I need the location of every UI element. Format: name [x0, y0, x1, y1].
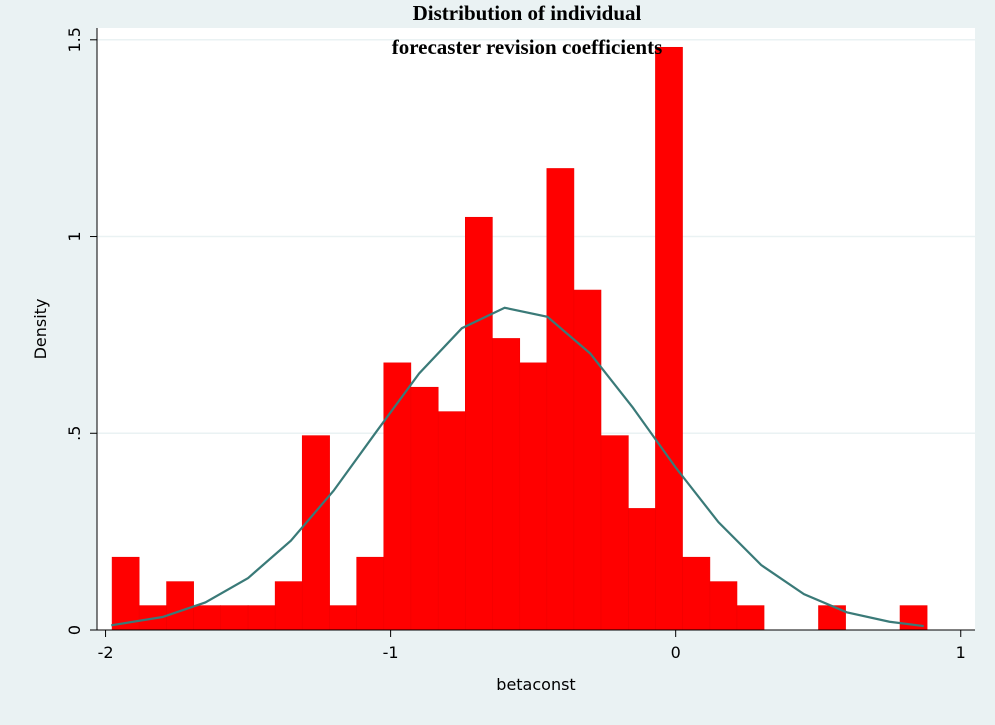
x-tick-label: 0: [671, 643, 681, 662]
y-tick-label: .5: [65, 426, 84, 441]
bar: [682, 556, 711, 631]
bar: [899, 605, 928, 631]
bar: [247, 605, 276, 631]
bar: [356, 556, 385, 631]
bar: [655, 46, 683, 631]
chart-title: Distribution of individual: [413, 1, 642, 25]
bar: [736, 605, 765, 631]
bar: [301, 435, 330, 631]
density-curve: [111, 306, 924, 628]
bar: [220, 605, 249, 631]
bar: [600, 435, 629, 631]
bar: [492, 338, 521, 631]
bar: [166, 581, 194, 631]
bar: [628, 508, 656, 631]
x-tick-label: -2: [98, 643, 114, 662]
bar: [519, 362, 548, 631]
y-axis-label: Density: [31, 299, 50, 360]
x-tick-label: 1: [956, 643, 966, 662]
chart-title: forecaster revision coefficients: [392, 35, 663, 59]
x-tick-label: -1: [383, 643, 399, 662]
bar: [437, 411, 466, 631]
bar: [274, 581, 303, 631]
x-axis-label: betaconst: [496, 675, 575, 694]
bar: [573, 289, 602, 631]
bar: [709, 581, 738, 631]
bar: [193, 605, 222, 631]
y-tick-label: 0: [65, 625, 84, 635]
bar: [410, 386, 439, 631]
bar: [546, 168, 575, 631]
bar: [465, 216, 493, 631]
bar: [329, 605, 357, 631]
y-tick-label: 1: [65, 231, 84, 241]
y-tick-label: 1.5: [65, 27, 84, 52]
bar: [111, 556, 140, 631]
